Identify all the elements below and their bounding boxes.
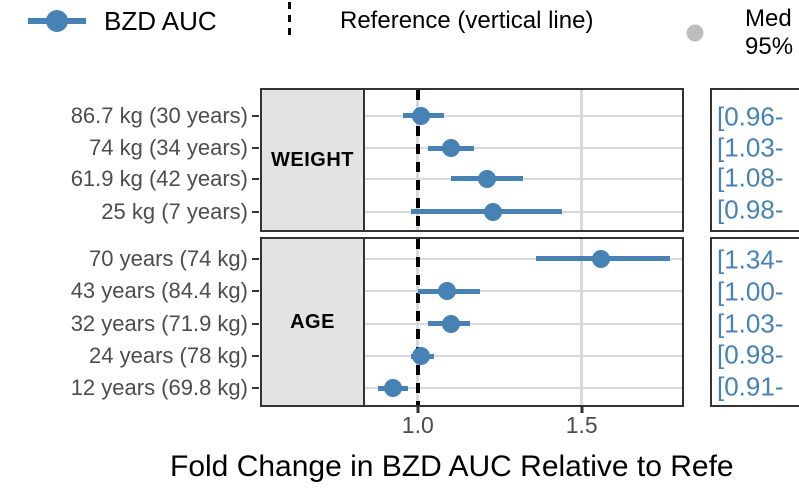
ci-text-value: [1.34- xyxy=(717,244,784,275)
y-axis-label-row: 12 years (69.8 kg) xyxy=(71,375,259,401)
median-point xyxy=(441,139,460,158)
gridline-horizontal xyxy=(365,177,682,180)
y-axis-label: 74 kg (34 years) xyxy=(89,135,248,161)
median-point xyxy=(438,282,457,301)
y-axis-label-row: 70 years (74 kg) xyxy=(89,246,259,272)
median-point xyxy=(592,249,611,268)
plot-area xyxy=(365,90,682,230)
ci-text-value: [0.91- xyxy=(717,371,784,402)
facet-strip-label: WEIGHT xyxy=(271,148,354,171)
legend-label-line2: 95% xyxy=(745,33,794,60)
y-axis-labels-age: 70 years (74 kg) 43 years (84.4 kg) 32 yea… xyxy=(0,239,259,405)
y-axis-tick xyxy=(252,387,259,390)
median-point xyxy=(412,347,431,366)
gridline-vertical xyxy=(580,90,584,230)
y-axis-tick xyxy=(252,114,259,117)
ci-text-value: [0.98- xyxy=(717,194,784,225)
ci-text-value: [1.08- xyxy=(717,162,784,193)
facet-strip-age: AGE xyxy=(260,237,365,407)
legend-label-line1: Med xyxy=(745,5,792,32)
y-axis-tick xyxy=(252,355,259,358)
legend-key-reference xyxy=(240,2,340,36)
y-axis-label-row: 25 kg (7 years) xyxy=(101,199,259,225)
ci-text-value: [0.98- xyxy=(717,339,784,370)
x-axis-tick-label: 1.0 xyxy=(401,412,434,438)
y-axis-label: 70 years (74 kg) xyxy=(89,245,248,271)
y-axis-label-row: 24 years (78 kg) xyxy=(89,343,259,369)
legend-item-reference: Reference (vertical line) xyxy=(240,2,626,36)
median-point xyxy=(412,106,431,125)
y-axis-tick xyxy=(252,177,259,180)
reference-line xyxy=(415,239,420,405)
y-axis-label: 32 years (71.9 kg) xyxy=(70,310,248,336)
reference-line xyxy=(415,90,420,230)
y-axis-tick xyxy=(252,147,259,150)
legend-label: Med 95% xyxy=(745,5,793,61)
ci-text-value: [0.96- xyxy=(717,101,784,132)
x-axis-title: Fold Change in BZD AUC Relative to Refe xyxy=(170,450,734,483)
y-axis-label: 25 kg (7 years) xyxy=(101,198,248,224)
y-axis-label: 24 years (78 kg) xyxy=(89,343,248,369)
facet-strip-label: AGE xyxy=(290,310,335,333)
y-axis-labels-weight: 86.7 kg (30 years) 74 kg (34 years) 61.9 k… xyxy=(0,90,259,230)
dashed-vline-icon xyxy=(288,2,291,36)
x-axis-tick xyxy=(580,407,584,413)
y-axis-tick xyxy=(252,322,259,325)
x-axis-tick xyxy=(416,407,420,413)
ci-text-value: [1.03- xyxy=(717,132,784,163)
legend-label: BZD AUC xyxy=(104,5,217,36)
median-point xyxy=(441,314,460,333)
median-point xyxy=(384,379,403,398)
legend-label: Reference (vertical line) xyxy=(340,7,594,34)
ci-text-panel-weight: [0.96- [1.03- [1.08- [0.98- xyxy=(710,88,799,232)
x-axis-tick-label: 1.5 xyxy=(565,412,598,438)
median-point xyxy=(477,169,496,188)
y-axis-label: 61.9 kg (42 years) xyxy=(70,165,248,191)
gridline-horizontal xyxy=(365,147,682,150)
legend-item-median-ci: Med 95% xyxy=(643,4,799,62)
gridline-horizontal xyxy=(365,114,682,117)
y-axis-label: 86.7 kg (30 years) xyxy=(70,102,248,128)
gray-point-icon xyxy=(686,24,704,42)
y-axis-label-row: 43 years (84.4 kg) xyxy=(71,278,259,304)
legend-key-median-ci xyxy=(643,4,745,62)
point-icon xyxy=(46,10,68,32)
plot-area xyxy=(365,239,682,405)
facet-strip-weight: WEIGHT xyxy=(260,88,365,232)
gridline-horizontal xyxy=(365,257,682,260)
y-axis-tick xyxy=(252,290,259,293)
y-axis-label-row: 86.7 kg (30 years) xyxy=(71,103,259,129)
ci-text-value: [1.00- xyxy=(717,276,784,307)
y-axis-label-row: 32 years (71.9 kg) xyxy=(71,311,259,337)
legend-item-bzd-auc: BZD AUC xyxy=(6,5,234,36)
y-axis-tick xyxy=(252,257,259,260)
plot-panel-age xyxy=(363,237,684,407)
median-point xyxy=(484,202,503,221)
y-axis-label: 43 years (84.4 kg) xyxy=(70,278,248,304)
ci-text-value: [1.03- xyxy=(717,308,784,339)
gridline-horizontal xyxy=(365,355,682,358)
y-axis-label-row: 61.9 kg (42 years) xyxy=(71,166,259,192)
gridline-horizontal xyxy=(365,290,682,293)
gridline-vertical xyxy=(580,239,584,405)
y-axis-tick xyxy=(252,210,259,213)
y-axis-label-row: 74 kg (34 years) xyxy=(89,135,259,161)
gridline-horizontal xyxy=(365,322,682,325)
plot-panel-weight xyxy=(363,88,684,232)
ci-text-panel-age: [1.34- [1.00- [1.03- [0.98- [0.91- xyxy=(710,237,799,407)
gridline-horizontal xyxy=(365,387,682,390)
legend-key-bzd-auc xyxy=(6,7,98,35)
y-axis-label: 12 years (69.8 kg) xyxy=(70,375,248,401)
